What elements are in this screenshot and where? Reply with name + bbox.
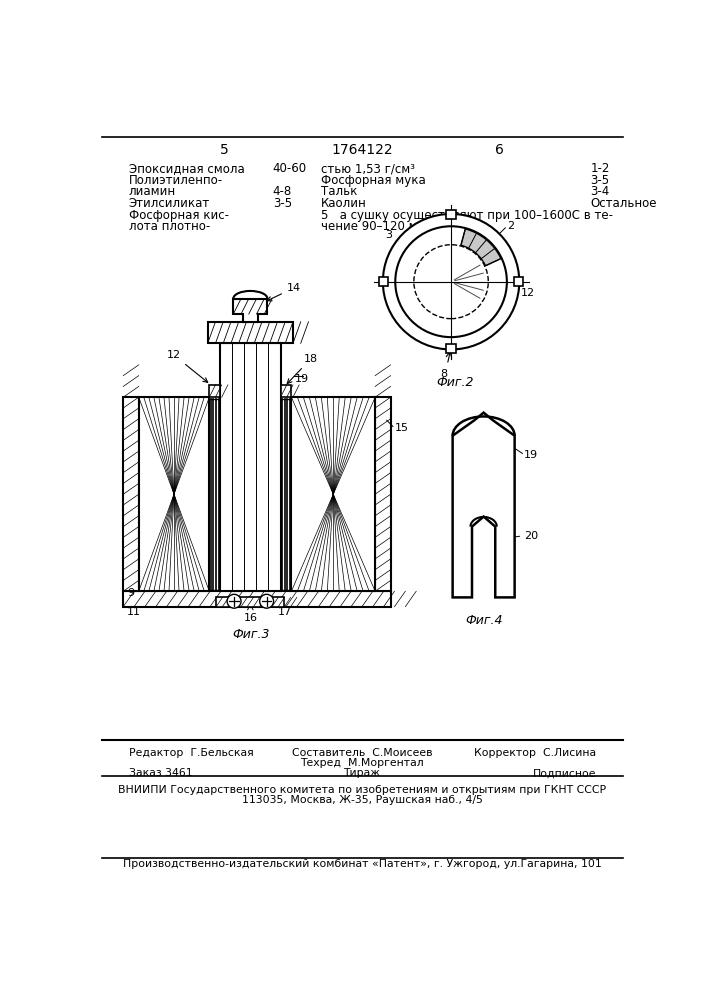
Text: 12: 12 bbox=[521, 288, 535, 298]
Text: 19: 19 bbox=[524, 450, 538, 460]
Text: Техред  М.Моргентал: Техред М.Моргентал bbox=[300, 758, 423, 768]
Polygon shape bbox=[281, 385, 291, 397]
Text: 3-4: 3-4 bbox=[590, 185, 610, 198]
Polygon shape bbox=[216, 597, 284, 607]
Text: 12: 12 bbox=[167, 350, 208, 382]
Text: Тираж: Тираж bbox=[344, 768, 380, 778]
Polygon shape bbox=[233, 299, 267, 322]
Text: Каолин: Каолин bbox=[321, 197, 367, 210]
Circle shape bbox=[259, 594, 274, 608]
Text: чение 90–120 мин.: чение 90–120 мин. bbox=[321, 220, 437, 233]
Text: 15: 15 bbox=[395, 423, 409, 433]
Text: 3-5: 3-5 bbox=[273, 197, 292, 210]
Bar bbox=[514, 277, 523, 286]
Polygon shape bbox=[209, 385, 220, 397]
Polygon shape bbox=[291, 397, 375, 591]
Circle shape bbox=[395, 226, 507, 337]
Text: 5: 5 bbox=[220, 143, 228, 157]
Polygon shape bbox=[375, 397, 391, 591]
Text: Фиг.2: Фиг.2 bbox=[436, 376, 474, 389]
Text: Подписное: Подписное bbox=[532, 768, 596, 778]
Wedge shape bbox=[461, 229, 501, 266]
Text: Остальное: Остальное bbox=[590, 197, 657, 210]
Text: 17: 17 bbox=[277, 607, 291, 617]
Text: 2: 2 bbox=[507, 221, 514, 231]
Text: Фосфорная мука: Фосфорная мука bbox=[321, 174, 426, 187]
Text: 1-2: 1-2 bbox=[590, 162, 610, 175]
Text: стью 1,53 г/см³: стью 1,53 г/см³ bbox=[321, 162, 415, 175]
Text: 19: 19 bbox=[296, 374, 310, 384]
Polygon shape bbox=[123, 397, 139, 591]
Polygon shape bbox=[220, 343, 281, 591]
Polygon shape bbox=[123, 591, 391, 607]
Text: 20: 20 bbox=[524, 531, 538, 541]
Text: 4-8: 4-8 bbox=[273, 185, 292, 198]
Polygon shape bbox=[208, 322, 293, 343]
Text: 10: 10 bbox=[292, 489, 306, 499]
Circle shape bbox=[227, 594, 241, 608]
Text: 1764122: 1764122 bbox=[331, 143, 393, 157]
Text: 18: 18 bbox=[287, 354, 318, 384]
Text: 113035, Москва, Ж-35, Раушская наб., 4/5: 113035, Москва, Ж-35, Раушская наб., 4/5 bbox=[242, 795, 482, 805]
Text: Фиг.3: Фиг.3 bbox=[233, 628, 270, 641]
Text: 11: 11 bbox=[127, 607, 141, 617]
Text: Составитель  С.Моисеев: Составитель С.Моисеев bbox=[292, 748, 432, 758]
Text: Полиэтиленпо-: Полиэтиленпо- bbox=[129, 174, 223, 187]
Text: 16: 16 bbox=[243, 613, 257, 623]
Text: Тальк: Тальк bbox=[321, 185, 357, 198]
Text: Фиг.4: Фиг.4 bbox=[465, 614, 503, 627]
Circle shape bbox=[383, 214, 519, 349]
Text: 40-60: 40-60 bbox=[273, 162, 307, 175]
Polygon shape bbox=[452, 413, 515, 597]
Text: Фосфорная кис-: Фосфорная кис- bbox=[129, 209, 228, 222]
Text: ВНИИПИ Государственного комитета по изобретениям и открытиям при ГКНТ СССР: ВНИИПИ Государственного комитета по изоб… bbox=[118, 785, 606, 795]
Text: 3: 3 bbox=[385, 231, 400, 251]
Bar bbox=[446, 344, 456, 353]
Text: Эпоксидная смола: Эпоксидная смола bbox=[129, 162, 245, 175]
Bar bbox=[379, 277, 388, 286]
Text: Производственно-издательский комбинат «Патент», г. Ужгород, ул.Гагарина, 101: Производственно-издательский комбинат «П… bbox=[122, 859, 602, 869]
Text: Редактор  Г.Бельская: Редактор Г.Бельская bbox=[129, 748, 253, 758]
Text: Заказ 3461: Заказ 3461 bbox=[129, 768, 192, 778]
Text: лиамин: лиамин bbox=[129, 185, 176, 198]
Text: 6: 6 bbox=[495, 143, 503, 157]
Text: 14: 14 bbox=[267, 283, 301, 301]
Text: лота плотно-: лота плотно- bbox=[129, 220, 210, 233]
Text: Этилсиликат: Этилсиликат bbox=[129, 197, 210, 210]
Text: 5   а сушку осуществляют при 100–1600С в те-: 5 а сушку осуществляют при 100–1600С в т… bbox=[321, 209, 613, 222]
Text: 9: 9 bbox=[127, 588, 134, 598]
Bar bbox=[446, 210, 456, 219]
Polygon shape bbox=[139, 397, 209, 591]
Text: 8: 8 bbox=[440, 369, 447, 379]
Circle shape bbox=[414, 245, 489, 319]
Text: 3-5: 3-5 bbox=[590, 174, 609, 187]
Text: Корректор  С.Лисина: Корректор С.Лисина bbox=[474, 748, 596, 758]
